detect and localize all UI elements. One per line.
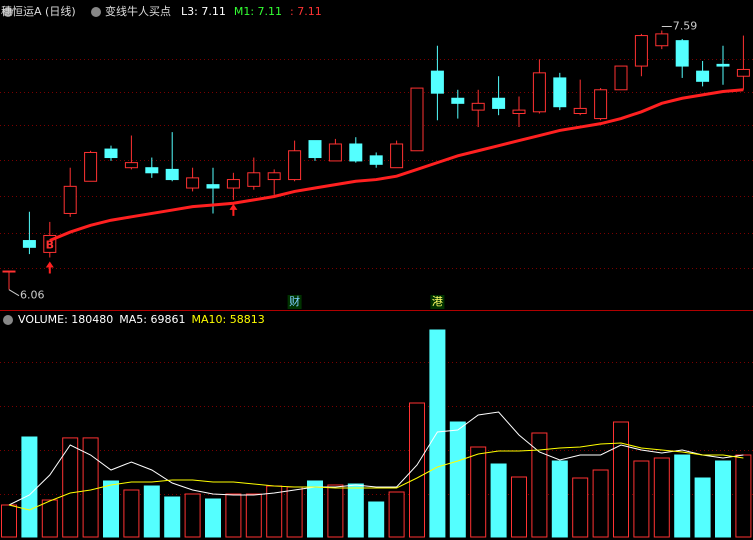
volume-ma-line xyxy=(8,442,744,511)
candle-body xyxy=(226,179,240,189)
candle-body xyxy=(696,70,710,82)
volume-bar xyxy=(184,493,201,538)
candle-body xyxy=(532,72,546,113)
volume-ma-line xyxy=(8,411,744,506)
volume-bar xyxy=(653,457,670,538)
candle-body xyxy=(165,168,179,181)
volume-bar xyxy=(470,446,487,538)
volume-bar xyxy=(388,491,405,538)
candle-body xyxy=(206,184,220,189)
volume-bar xyxy=(592,469,609,538)
volume-bar xyxy=(490,463,507,538)
moving-average-line xyxy=(49,88,744,242)
candle-body xyxy=(594,89,608,120)
candle-body xyxy=(288,150,302,181)
volume-bar xyxy=(123,489,140,538)
candle-body xyxy=(736,68,750,77)
volume-bar xyxy=(347,483,364,538)
volume-bar xyxy=(103,480,119,538)
buy-arrow xyxy=(45,261,54,274)
chart-title: 穗恒运A (日线) xyxy=(1,4,76,18)
price-label: 6.06 xyxy=(20,289,45,302)
volume-bar xyxy=(41,499,58,538)
volume-bar xyxy=(307,480,323,538)
volume-bar xyxy=(511,476,527,538)
annotation-box xyxy=(430,295,445,309)
legend-entry: MA10: 58813 xyxy=(191,313,264,326)
candle-body xyxy=(451,97,465,104)
volume-bar xyxy=(429,329,446,538)
candle-body xyxy=(471,102,485,111)
volume-bar xyxy=(245,493,262,538)
volume-bar xyxy=(1,504,17,538)
legend-entry: VOLUME: 180480 xyxy=(18,313,113,326)
volume-bar xyxy=(449,421,466,538)
candle-body xyxy=(369,155,383,165)
volume-bar xyxy=(633,460,650,538)
candle-body xyxy=(308,140,322,159)
volume-bar xyxy=(694,477,711,538)
candle-body xyxy=(104,148,118,159)
volume-bar xyxy=(205,498,221,538)
volume-bar xyxy=(368,501,385,538)
volume-bar xyxy=(735,454,752,538)
price-label: 7.59 xyxy=(673,19,698,32)
volume-bar xyxy=(613,421,629,538)
candle-body xyxy=(716,63,730,67)
menu-icon[interactable] xyxy=(3,315,13,325)
volume-bar xyxy=(715,460,731,538)
candle-body xyxy=(124,162,138,169)
volume-bar xyxy=(572,477,589,538)
volume-bar xyxy=(531,432,548,538)
volume-bar xyxy=(143,485,160,538)
volume-bar xyxy=(409,402,425,538)
candle-body xyxy=(22,240,36,248)
candle-body xyxy=(63,185,77,214)
legend-entry: MA5: 69861 xyxy=(119,313,185,326)
candle-body xyxy=(247,172,261,187)
annotation: 港 xyxy=(432,295,443,308)
annotation: 财 xyxy=(289,294,300,308)
candle-body xyxy=(349,143,363,162)
candle-body xyxy=(84,151,98,182)
candle-body xyxy=(410,87,424,152)
buy-arrow xyxy=(229,203,238,216)
volume-bar xyxy=(286,486,303,538)
candle-body xyxy=(328,143,342,162)
indicator-name: 变线牛人买点 xyxy=(105,4,171,18)
menu-icon[interactable] xyxy=(3,7,13,17)
candle-body xyxy=(675,40,689,67)
candle-body xyxy=(186,177,200,189)
menu-icon[interactable] xyxy=(91,7,101,17)
volume-bar xyxy=(62,437,79,538)
candle-body xyxy=(492,97,506,109)
volume-bar xyxy=(82,437,99,538)
candle-body xyxy=(430,70,444,94)
price-pointer xyxy=(8,289,20,297)
volume-bar xyxy=(674,454,691,538)
annotation: B xyxy=(46,238,54,251)
legend-entry: M1: 7.11 xyxy=(234,5,282,18)
volume-bar xyxy=(21,436,38,538)
volume-bar xyxy=(327,484,344,538)
volume-bar xyxy=(551,460,568,538)
legend-entry: L3: 7.11 xyxy=(181,5,226,18)
volume-bar xyxy=(164,496,181,538)
candle-body xyxy=(573,107,587,114)
candle-body xyxy=(267,172,281,181)
legend-entry: : 7.11 xyxy=(290,5,322,18)
candle-body xyxy=(553,77,567,108)
candle-body xyxy=(655,33,669,47)
candle-body xyxy=(390,143,404,169)
candle-body xyxy=(512,109,526,114)
candle-body xyxy=(145,167,159,174)
volume-bar xyxy=(225,493,242,538)
candle-body xyxy=(634,35,648,67)
candle-body xyxy=(614,65,628,91)
annotation-box xyxy=(287,295,302,309)
candle-body xyxy=(2,270,16,273)
